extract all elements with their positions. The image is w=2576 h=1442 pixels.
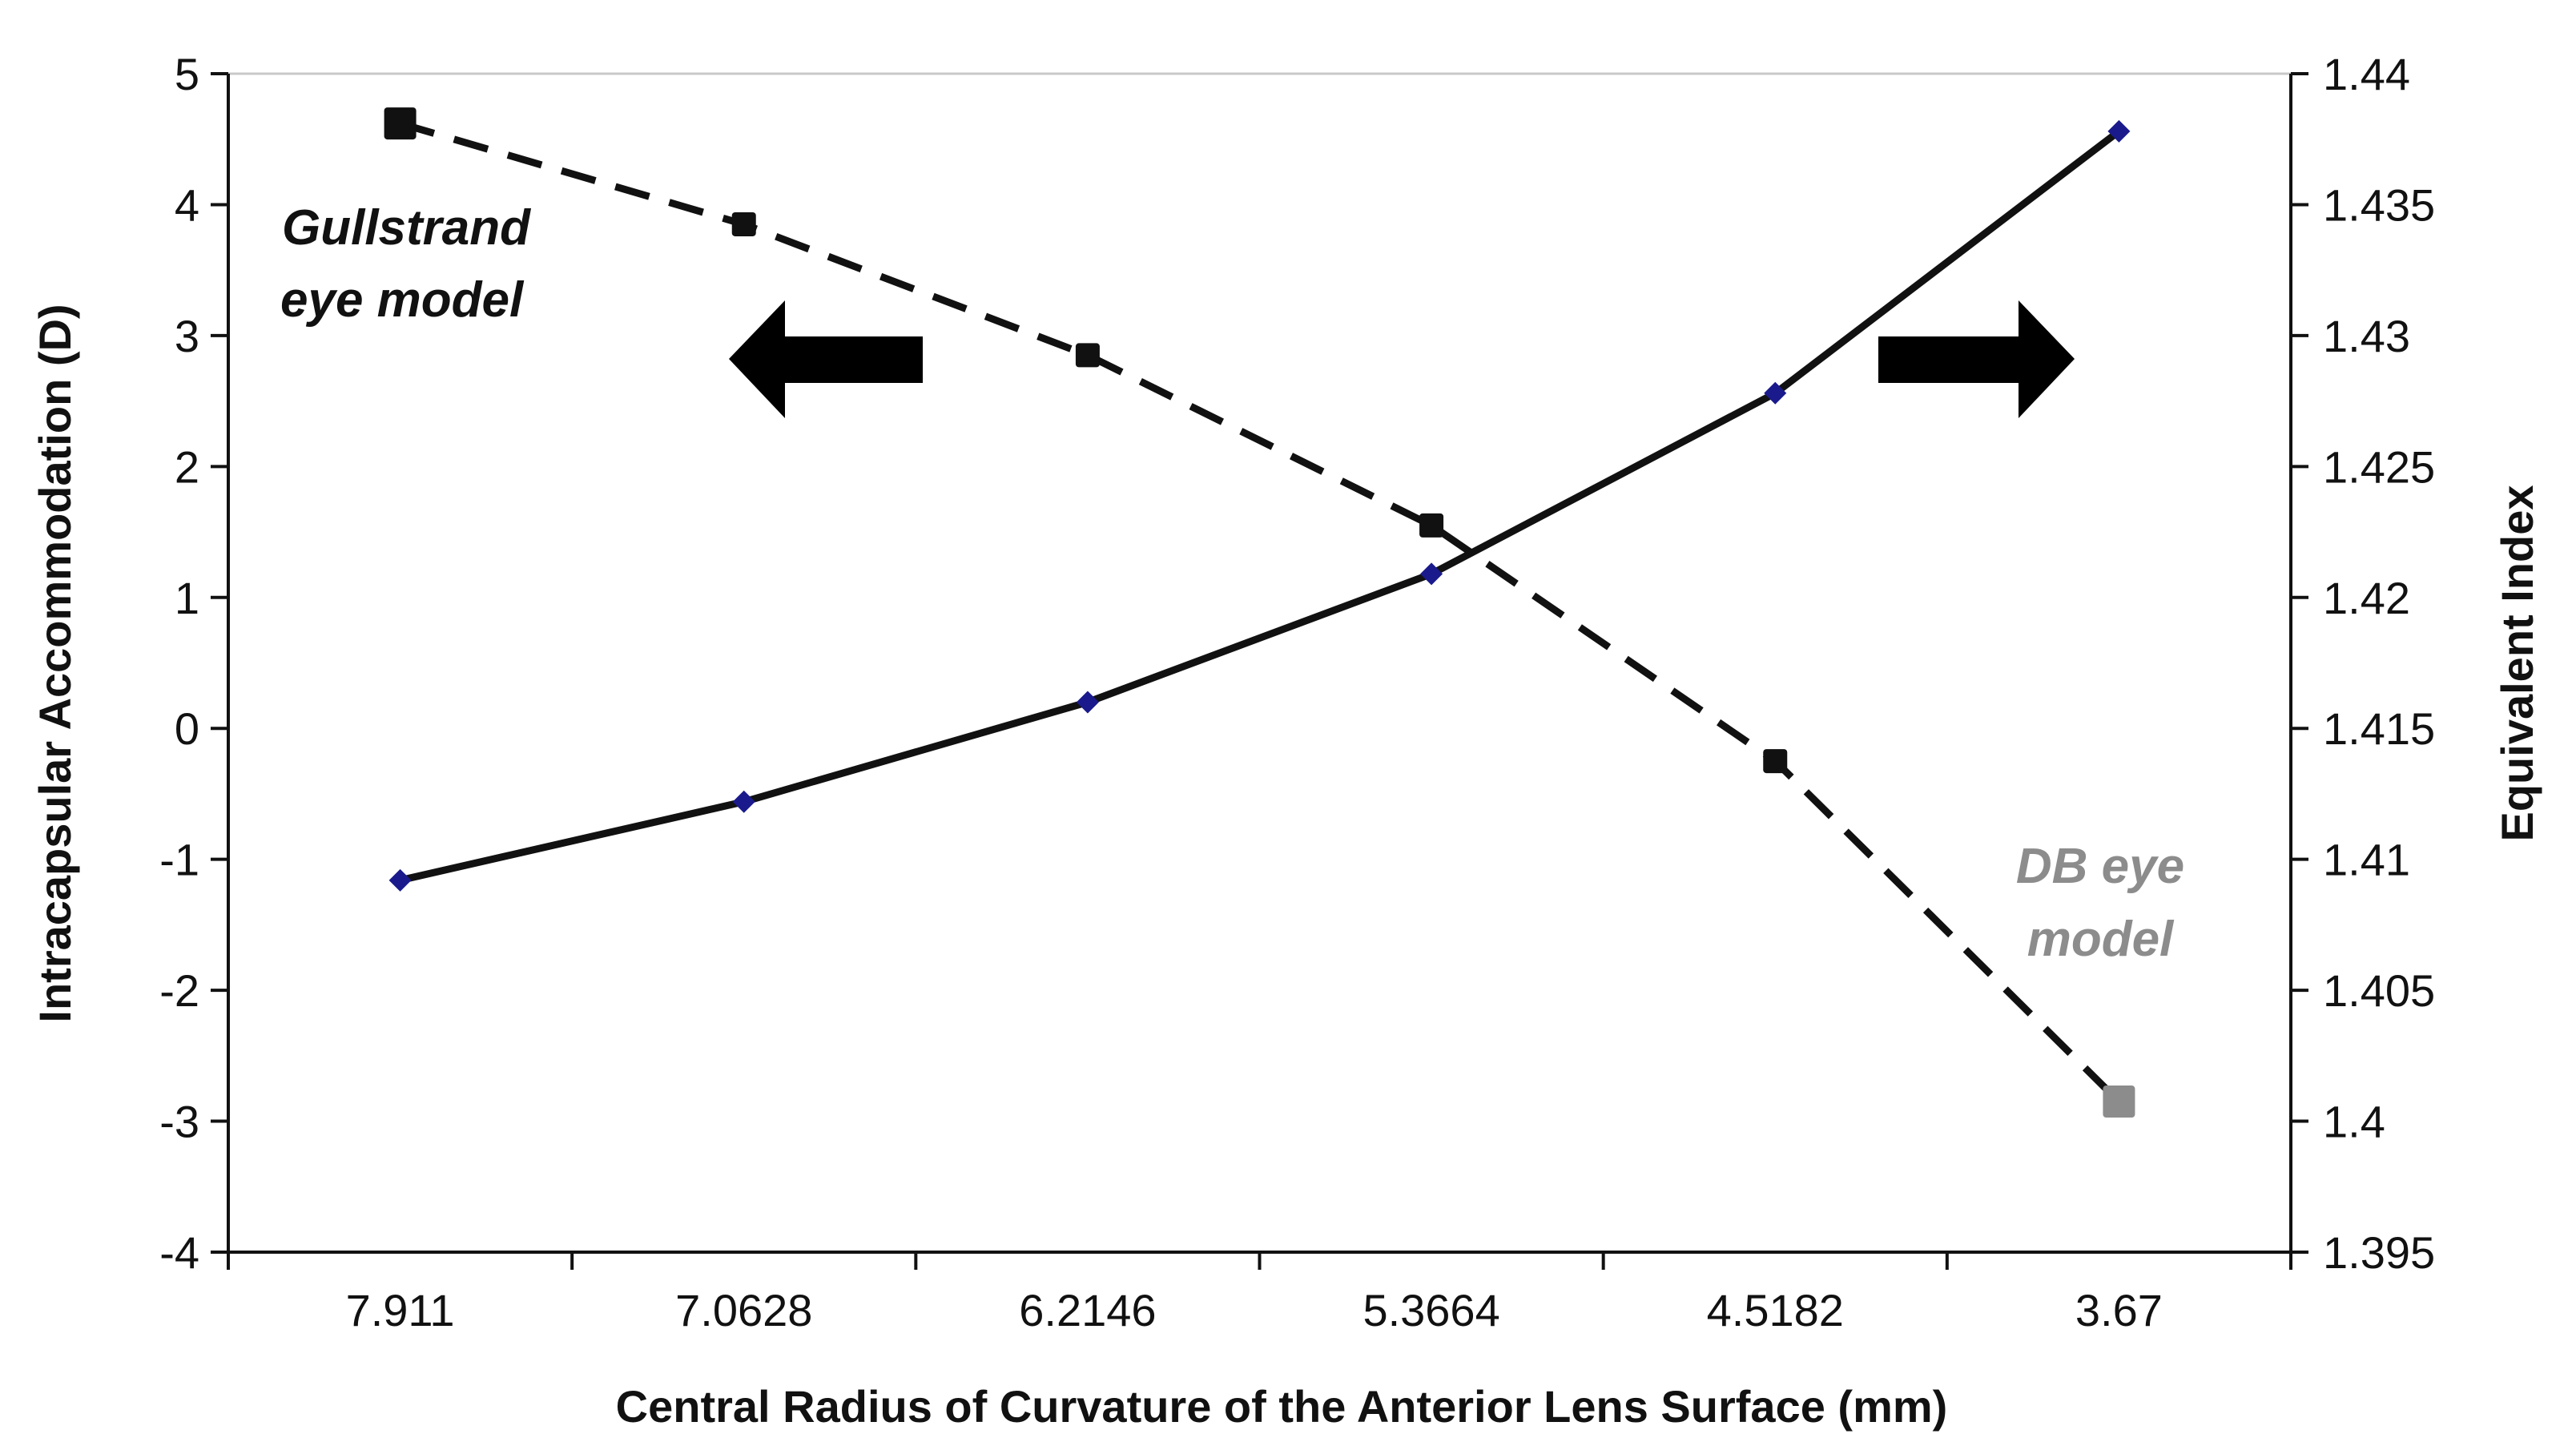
right-tick-label: 1.44 [2323, 49, 2410, 99]
x-tick-label: 3.67 [2075, 1285, 2163, 1335]
x-tick-label: 4.5182 [1707, 1285, 1844, 1335]
diamond-data-point [1076, 691, 1099, 714]
right-tick-label: 1.415 [2323, 703, 2435, 754]
square-data-point [2103, 1086, 2135, 1118]
right-axis-title: Equivalent Index [2492, 485, 2542, 842]
left-tick-label: 4 [175, 179, 199, 230]
left-tick-label: 5 [175, 49, 199, 99]
diamond-data-point [732, 790, 755, 813]
left-tick-label: -4 [159, 1227, 199, 1278]
x-tick-label: 5.3664 [1362, 1285, 1499, 1335]
square-data-point [1763, 749, 1788, 774]
left-tick-label: 2 [175, 441, 199, 492]
db-annotation-line1: DB eye [2016, 839, 2184, 894]
x-tick-label: 6.2146 [1019, 1285, 1156, 1335]
dashed-series-line [399, 119, 2122, 1105]
diamond-data-point [388, 868, 412, 892]
gullstrand-annotation-line1: Gullstrand [282, 200, 531, 256]
x-tick-label: 7.0628 [675, 1285, 812, 1335]
right-tick-label: 1.395 [2323, 1227, 2435, 1278]
right-tick-label: 1.43 [2323, 311, 2410, 361]
x-axis-ticks: 7.911 7.0628 6.2146 5.3664 4.5182 3.67 [227, 1252, 2292, 1335]
right-axis-arrow [1878, 300, 2075, 418]
x-tick-label: 7.911 [346, 1285, 455, 1335]
square-data-point [1075, 343, 1100, 368]
gullstrand-annotation-line2: eye model [280, 272, 525, 328]
right-tick-label: 1.405 [2323, 965, 2435, 1016]
left-tick-label: -1 [159, 835, 199, 885]
square-data-point [1419, 513, 1444, 538]
right-tick-label: 1.4 [2323, 1097, 2385, 1147]
square-data-point [731, 211, 756, 236]
right-tick-label: 1.425 [2323, 441, 2435, 492]
diamond-data-point [1764, 381, 1787, 405]
x-axis-title: Central Radius of Curvature of the Anter… [616, 1381, 1948, 1432]
right-tick-label: 1.42 [2323, 573, 2410, 623]
left-axis-title: Intracapsular Accommodation (D) [30, 304, 80, 1022]
right-tick-label: 1.435 [2323, 179, 2435, 230]
left-tick-label: -3 [159, 1097, 199, 1147]
db-annotation-line2: model [2027, 912, 2175, 967]
left-tick-label: 0 [175, 703, 199, 754]
left-axis-ticks: 5 4 3 2 1 0 -1 -2 -3 -4 [159, 49, 228, 1278]
diamond-data-point [2107, 119, 2131, 143]
right-tick-label: 1.41 [2323, 835, 2410, 885]
diamond-data-point [1420, 562, 1443, 586]
square-data-point [384, 107, 417, 140]
left-axis-arrow [729, 300, 923, 418]
right-axis-ticks: 1.44 1.435 1.43 1.425 1.42 1.415 1.41 1.405 1.4 1… [2291, 49, 2435, 1278]
left-tick-label: 1 [175, 573, 199, 623]
left-tick-label: -2 [159, 965, 199, 1016]
solid-series-line [399, 128, 2122, 884]
series-layer [384, 107, 2135, 1118]
left-tick-label: 3 [175, 311, 199, 361]
